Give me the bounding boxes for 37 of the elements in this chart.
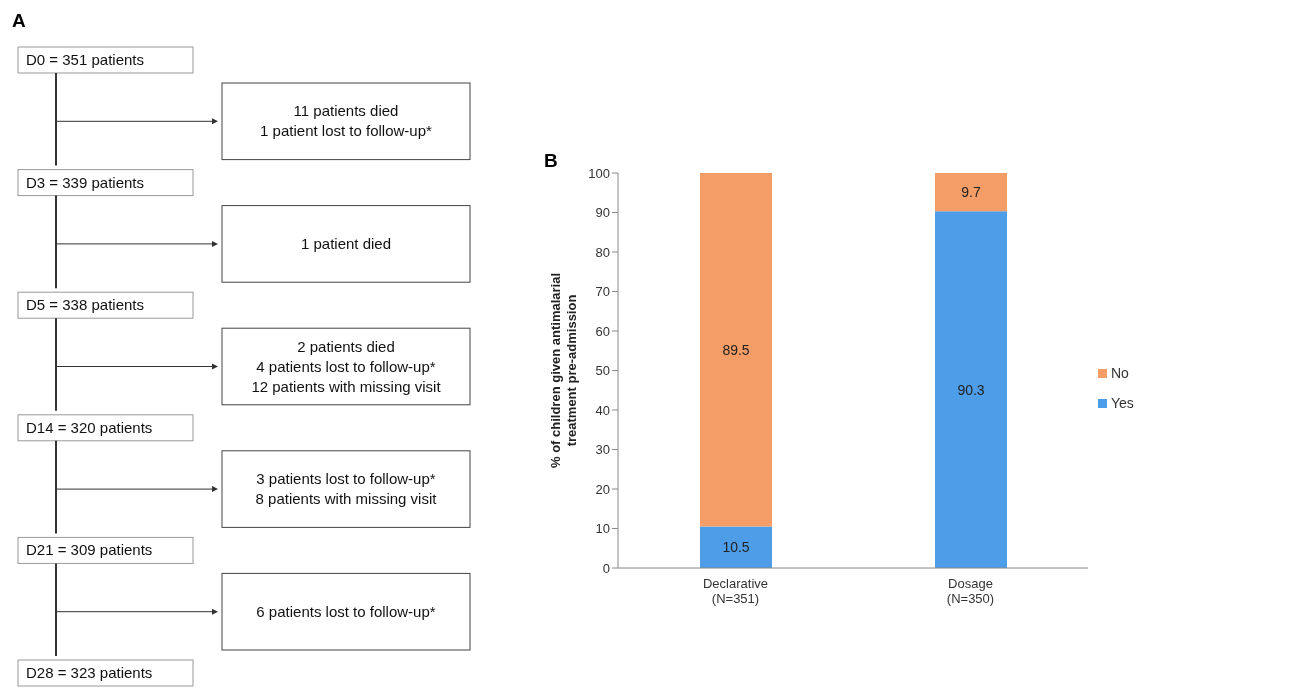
y-tick-label: 100 [588,165,610,181]
text: D5 = 338 patients [26,296,145,314]
y-tick-label: 70 [595,284,610,300]
y-tick-label: 40 [595,402,610,418]
y-tick-label: 0 [602,560,610,576]
chart-title: B [544,150,558,172]
data-label: 90.3 [957,381,985,398]
y-tick-label: 50 [595,363,610,379]
data-label: 89.5 [722,341,750,358]
bar [700,173,772,527]
bar [935,173,1007,212]
bar [700,526,772,568]
legend-label: Yes [1111,395,1134,411]
text: 2 patients died 4 patients lost to follow-up* 12 patients with missing visit [251,337,442,395]
x-tick-label: Declarative (N=351) [702,576,769,606]
text: D14 = 320 patients [26,418,153,436]
y-tick-label: 20 [595,481,610,497]
data-label: 9.7 [961,184,981,201]
y-tick-label: 30 [595,442,610,458]
legend-label: No [1111,365,1129,381]
x-tick-label: Dosage (N=350) [946,576,995,606]
y-axis-title: % of children given antimalarial treatment pre-admission [548,272,579,469]
text: 6 patients lost to follow-up* [256,602,436,620]
y-tick-label: 90 [595,205,610,221]
text: D0 = 351 patients [26,51,145,68]
text: 11 patients died 1 patient lost to follow-up* [260,102,433,140]
text: 3 patients lost to follow-up* 8 patients with missing visit [255,470,438,508]
text: 1 patient died [300,234,392,252]
text: A [12,10,26,32]
text: D21 = 309 patients [26,541,153,559]
text: D3 = 339 patients [26,173,145,191]
y-tick-label: 80 [595,244,610,260]
text: D28 = 323 patients [26,664,153,681]
y-tick-label: 10 [595,521,610,537]
bar [935,211,1007,568]
y-tick-label: 60 [595,323,610,339]
data-label: 10.5 [722,539,750,556]
